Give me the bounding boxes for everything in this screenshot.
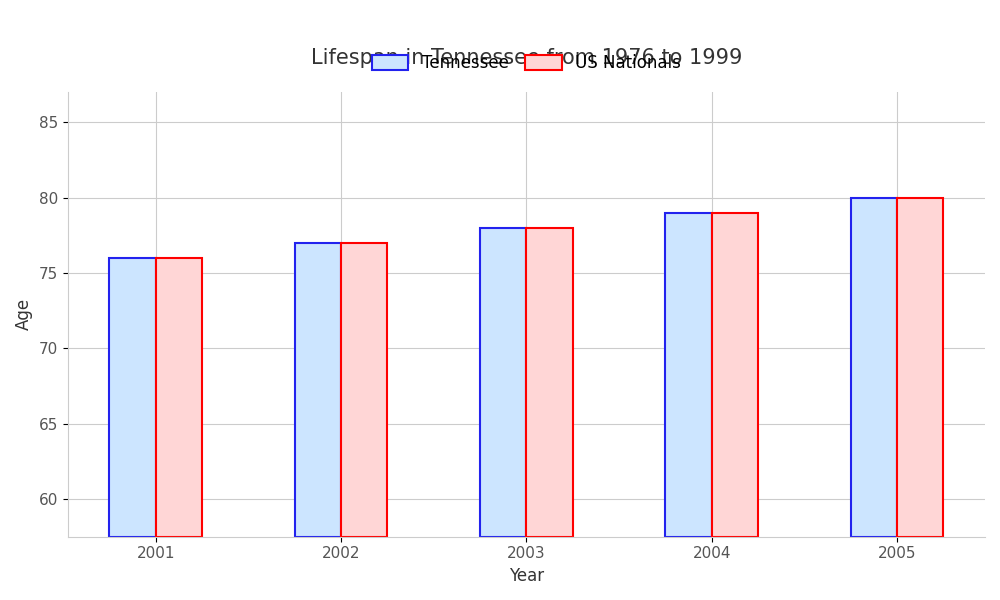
Bar bbox=[156, 258, 202, 537]
Bar bbox=[341, 243, 387, 537]
X-axis label: Year: Year bbox=[509, 567, 544, 585]
Bar bbox=[712, 212, 758, 537]
Bar bbox=[665, 212, 712, 537]
Title: Lifespan in Tennessee from 1976 to 1999: Lifespan in Tennessee from 1976 to 1999 bbox=[311, 49, 742, 68]
Bar bbox=[295, 243, 341, 537]
Bar bbox=[851, 197, 897, 537]
Bar bbox=[480, 228, 526, 537]
Bar bbox=[897, 197, 943, 537]
Y-axis label: Age: Age bbox=[15, 298, 33, 331]
Bar bbox=[109, 258, 156, 537]
Bar bbox=[526, 228, 573, 537]
Legend: Tennessee, US Nationals: Tennessee, US Nationals bbox=[365, 47, 688, 79]
